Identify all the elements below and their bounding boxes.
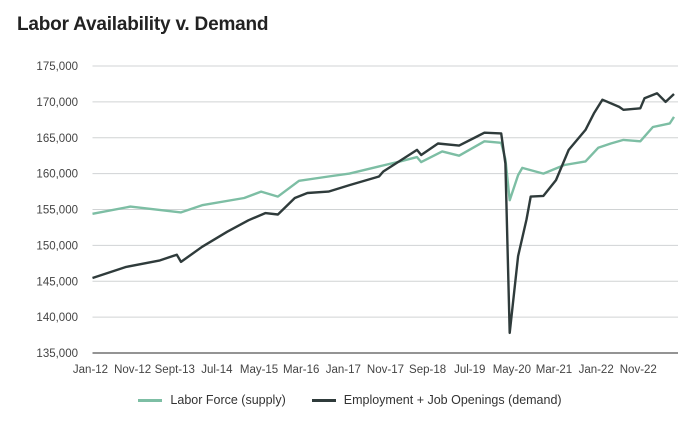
x-tick-label: May-15 [240, 364, 278, 376]
legend-swatch-demand [311, 398, 336, 402]
x-tick-label: Jan-12 [73, 364, 108, 376]
y-tick-label: 155,000 [36, 205, 78, 217]
y-tick-label: 140,000 [36, 312, 78, 324]
y-tick-label: 165,000 [36, 133, 78, 145]
x-tick-label: Nov-22 [620, 364, 657, 376]
x-tick-label: Sept-13 [155, 364, 195, 376]
y-tick-label: 160,000 [36, 169, 78, 181]
legend-item-demand: Employment + Job Openings (demand) [311, 393, 562, 407]
series-line-supply [92, 116, 676, 215]
legend-item-supply: Labor Force (supply) [138, 393, 286, 407]
y-tick-label: 170,000 [36, 97, 78, 109]
x-tick-label: Nov-12 [114, 364, 151, 376]
y-tick-label: 150,000 [36, 240, 78, 252]
y-tick-label: 135,000 [36, 348, 78, 360]
x-tick-label: Jul-14 [201, 364, 233, 376]
y-tick-label: 145,000 [36, 276, 78, 288]
chart-title: Labor Availability v. Demand [17, 14, 269, 35]
x-tick-label: Jan-17 [326, 364, 361, 376]
x-tick-label: Nov-17 [367, 364, 404, 376]
x-tick-label: Mar-16 [283, 364, 319, 376]
legend: Labor Force (supply) Employment + Job Op… [0, 393, 700, 407]
x-tick-label: May-20 [493, 364, 531, 376]
x-tick-label: Jul-19 [454, 364, 485, 376]
legend-label-supply: Labor Force (supply) [170, 393, 286, 407]
legend-swatch-supply [138, 398, 163, 402]
series-line-demand [92, 92, 675, 335]
legend-label-demand: Employment + Job Openings (demand) [343, 393, 562, 407]
x-tick-label: Jan-22 [579, 364, 614, 376]
x-tick-label: Mar-21 [536, 364, 572, 376]
y-tick-label: 175,000 [36, 61, 78, 73]
x-tick-label: Sep-18 [409, 364, 446, 376]
